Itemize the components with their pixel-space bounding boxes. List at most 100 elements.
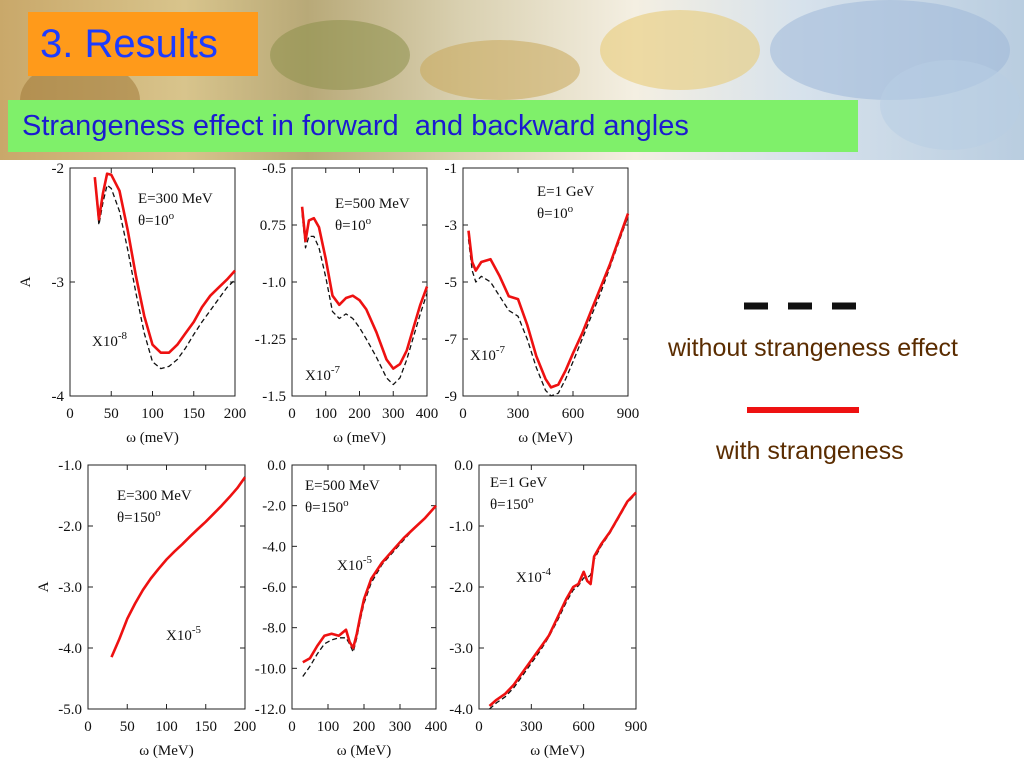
series-with-strangeness (467, 213, 630, 389)
y-tick-label: 0.75 (260, 218, 286, 234)
banner-blob (600, 10, 760, 90)
panel-annotation: E=500 MeV (305, 478, 380, 494)
y-tick-label: -6.0 (262, 580, 286, 596)
y-tick-label: -9 (445, 389, 458, 405)
series-without-strangeness (94, 179, 236, 370)
y-tick-label: -2.0 (262, 499, 286, 515)
series-without-strangeness (302, 505, 437, 677)
x-tick-label: 0 (288, 719, 296, 735)
banner-blob (880, 60, 1020, 150)
y-tick-label: -1.0 (262, 275, 286, 291)
plots-canvas: -4 -3 -2 0 50 100 150 200 ω (meV) A E=300 MeV θ=10o… (18, 161, 647, 759)
x-axis-label: ω (MeV) (530, 743, 584, 759)
y-tick-label: -3 (52, 275, 65, 291)
x-axis-label: ω (MeV) (139, 743, 193, 759)
x-tick-label: 0 (459, 406, 467, 422)
series-with-strangeness (110, 476, 247, 658)
banner-blob (270, 20, 410, 90)
y-tick-label: -3.0 (58, 580, 82, 596)
x-tick-label: 0 (66, 406, 74, 422)
y-axis-label: A (18, 276, 34, 287)
x-tick-label: 200 (224, 406, 247, 422)
x-tick-label: 200 (234, 719, 257, 735)
panel-annotation: E=1 GeV (490, 475, 547, 491)
slide-subtitle-background (8, 100, 858, 152)
y-tick-label: -5 (445, 275, 458, 291)
series-with-strangeness (93, 172, 236, 355)
y-tick-label: -1.0 (58, 458, 82, 474)
y-tick-label: -2 (52, 161, 65, 177)
x-tick-label: 600 (572, 719, 595, 735)
y-tick-label: -1.25 (255, 332, 286, 348)
x-tick-label: 300 (382, 406, 405, 422)
x-tick-label: 100 (155, 719, 178, 735)
panel-annotation: θ=10o (138, 210, 175, 229)
plot-panel-3: -9 -7 -5 -3 -1 0 300 600 900 ω (MeV) E=1 GeV θ=10o X… (445, 161, 640, 446)
slide-subtitle: Strangeness effect in forward and backwa… (22, 110, 689, 142)
x-tick-label: 300 (389, 719, 412, 735)
annotation-superscript: o (366, 215, 372, 227)
y-tick-label: -4.0 (58, 641, 82, 657)
annotation-superscript: o (528, 494, 534, 506)
y-tick-label: -8.0 (262, 621, 286, 637)
plot-panel-6: -4.0 -3.0 -2.0 -1.0 0.0 0 300 600 900 ω (MeV) E=1 … (449, 458, 647, 759)
panel-annotation: θ=150o (117, 507, 161, 526)
y-axis-label: A (36, 581, 52, 592)
scale-factor-label: X10-7 (470, 344, 506, 364)
scale-factor-exponent: -7 (331, 364, 341, 376)
plot-panel-4: -5.0 -4.0 -3.0 -2.0 -1.0 0 50 100 150 200 ω (MeV) A… (36, 458, 256, 759)
plot-panel-1: -4 -3 -2 0 50 100 150 200 ω (meV) A E=300 MeV θ=10o… (18, 161, 246, 446)
y-tick-label: -0.5 (262, 161, 286, 177)
y-tick-label: -2.0 (58, 519, 82, 535)
x-axis-label: ω (meV) (126, 430, 179, 446)
x-tick-label: 100 (315, 406, 338, 422)
plot-panel-2: -1.5 -1.25 -1.0 0.75 -0.5 0 100 200 300 400 ω (meV… (255, 161, 439, 446)
x-tick-label: 100 (317, 719, 340, 735)
scale-factor-exponent: -5 (363, 554, 373, 566)
series-without-strangeness (467, 216, 629, 397)
y-tick-label: 0.0 (454, 458, 473, 474)
y-tick-label: 0.0 (267, 458, 286, 474)
x-tick-label: 200 (353, 719, 376, 735)
panel-annotation: θ=10o (537, 203, 574, 222)
x-tick-label: 100 (141, 406, 164, 422)
scale-factor-exponent: -4 (542, 566, 552, 578)
legend-without-label: without strangeness effect (668, 334, 958, 362)
y-tick-label: -4 (52, 389, 65, 405)
y-tick-label: -10.0 (255, 661, 286, 677)
x-tick-label: 150 (195, 719, 218, 735)
panel-annotation: E=500 MeV (335, 196, 410, 212)
legend-solid-line (747, 407, 859, 413)
annotation-superscript: o (169, 210, 175, 222)
y-tick-label: -2.0 (449, 580, 473, 596)
x-tick-label: 200 (348, 406, 371, 422)
y-tick-label: -1.5 (262, 389, 286, 405)
scale-factor-exponent: -7 (496, 344, 506, 356)
series-with-strangeness (488, 491, 637, 707)
panel-annotation: θ=10o (335, 215, 372, 234)
slide-title-background (28, 12, 258, 76)
panel-annotation: E=300 MeV (138, 191, 213, 207)
scale-factor-label: X10-7 (305, 364, 341, 384)
scale-factor-exponent: -8 (118, 330, 128, 342)
series-with-strangeness (300, 206, 429, 370)
x-tick-label: 0 (475, 719, 483, 735)
x-tick-label: 300 (507, 406, 530, 422)
slide-title: 3. Results (40, 22, 218, 66)
y-tick-label: -4.0 (262, 539, 286, 555)
x-tick-label: 900 (625, 719, 648, 735)
scale-factor-label: X10-8 (92, 330, 128, 350)
y-tick-label: -5.0 (58, 702, 82, 718)
y-tick-label: -12.0 (255, 702, 286, 718)
y-tick-label: -3 (445, 218, 458, 234)
x-tick-label: 0 (288, 406, 296, 422)
y-tick-label: -3.0 (449, 641, 473, 657)
panel-annotation: E=1 GeV (537, 184, 594, 200)
scale-factor-label: X10-5 (166, 624, 202, 644)
panel-annotation: θ=150o (490, 494, 534, 513)
series-without-strangeness (301, 213, 428, 386)
x-tick-label: 0 (84, 719, 92, 735)
x-tick-label: 50 (104, 406, 119, 422)
panel-annotation: θ=150o (305, 497, 349, 516)
scale-factor-label: X10-4 (516, 566, 552, 586)
